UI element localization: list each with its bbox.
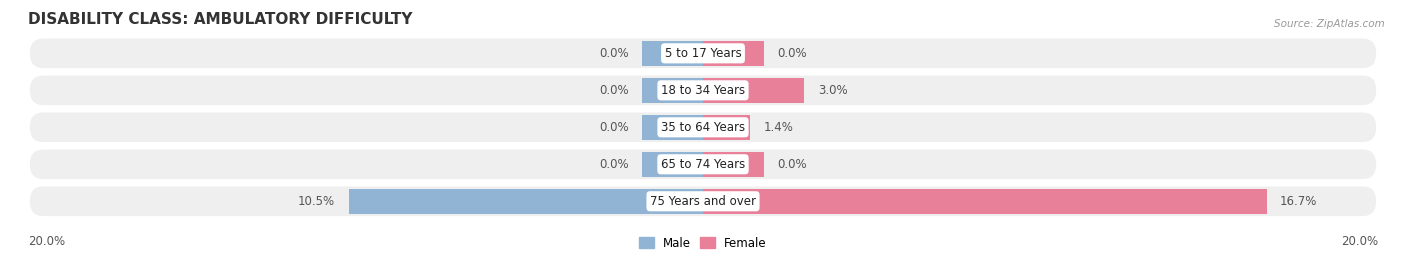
Text: 0.0%: 0.0% bbox=[599, 158, 628, 171]
Text: 5 to 17 Years: 5 to 17 Years bbox=[665, 47, 741, 60]
Bar bbox=[643, 115, 703, 140]
Text: Source: ZipAtlas.com: Source: ZipAtlas.com bbox=[1274, 19, 1385, 29]
FancyBboxPatch shape bbox=[30, 39, 1376, 68]
Bar bbox=[703, 189, 1267, 214]
Text: DISABILITY CLASS: AMBULATORY DIFFICULTY: DISABILITY CLASS: AMBULATORY DIFFICULTY bbox=[28, 12, 412, 27]
Bar bbox=[643, 152, 703, 177]
Text: 20.0%: 20.0% bbox=[28, 235, 65, 248]
Text: 3.0%: 3.0% bbox=[818, 84, 848, 97]
Bar bbox=[349, 189, 703, 214]
Text: 16.7%: 16.7% bbox=[1279, 195, 1317, 208]
Text: 0.0%: 0.0% bbox=[599, 47, 628, 60]
FancyBboxPatch shape bbox=[30, 76, 1376, 105]
FancyBboxPatch shape bbox=[30, 187, 1376, 216]
Text: 0.0%: 0.0% bbox=[599, 84, 628, 97]
Text: 1.4%: 1.4% bbox=[763, 121, 793, 134]
Text: 35 to 64 Years: 35 to 64 Years bbox=[661, 121, 745, 134]
Legend: Male, Female: Male, Female bbox=[634, 232, 772, 255]
Text: 0.0%: 0.0% bbox=[778, 47, 807, 60]
Bar bbox=[643, 78, 703, 103]
Bar bbox=[703, 152, 763, 177]
Text: 0.0%: 0.0% bbox=[599, 121, 628, 134]
Text: 75 Years and over: 75 Years and over bbox=[650, 195, 756, 208]
Bar bbox=[643, 41, 703, 66]
FancyBboxPatch shape bbox=[30, 150, 1376, 179]
Text: 0.0%: 0.0% bbox=[778, 158, 807, 171]
Bar bbox=[703, 78, 804, 103]
Text: 18 to 34 Years: 18 to 34 Years bbox=[661, 84, 745, 97]
Text: 20.0%: 20.0% bbox=[1341, 235, 1378, 248]
Text: 10.5%: 10.5% bbox=[298, 195, 335, 208]
FancyBboxPatch shape bbox=[30, 113, 1376, 142]
Bar bbox=[703, 115, 751, 140]
Bar bbox=[703, 41, 763, 66]
Text: 65 to 74 Years: 65 to 74 Years bbox=[661, 158, 745, 171]
